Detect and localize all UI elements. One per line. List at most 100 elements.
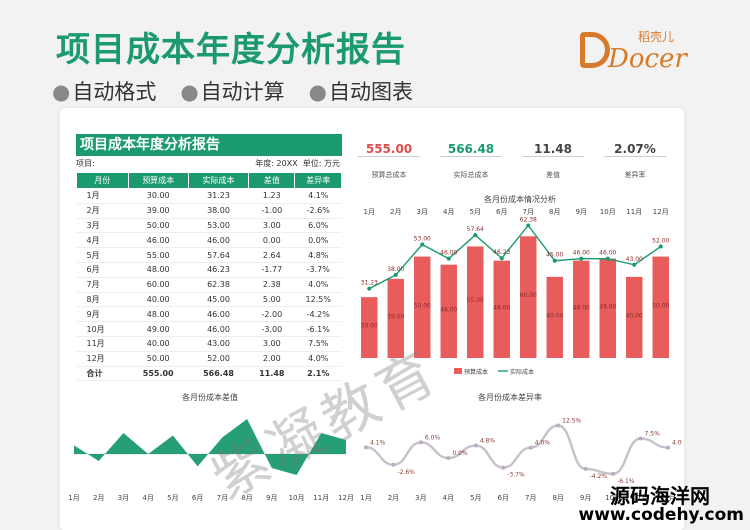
x-tick-label: 4月	[142, 494, 153, 502]
table-cell: 2.64	[248, 247, 295, 263]
bar-chart: 1月 2月 3月 4月 5月 6月 7月 8月 9月 10月 11月 12月 30.00 39.00 50.…	[361, 208, 670, 376]
table-cell: 45.00	[188, 292, 249, 308]
table-cell: 合计	[76, 365, 129, 382]
bar	[414, 256, 431, 358]
line-point	[632, 262, 637, 267]
kpi-divider	[358, 156, 420, 157]
year-label: 年度: 20XX	[255, 159, 298, 168]
table-cell: 31.23	[188, 188, 249, 204]
table-cell: 12月	[76, 351, 129, 367]
kpi-divider	[440, 156, 502, 157]
point-data-label: 57.64	[467, 226, 484, 233]
bar	[652, 256, 669, 358]
total-row: 合计 555.00 566.48 11.48 2.1%	[76, 365, 342, 382]
table-cell: 6月	[76, 262, 129, 278]
kpi-card: 566.48 实际总成本	[434, 142, 508, 180]
table-cell: 2.00	[248, 351, 295, 367]
point-data-label: 12.5%	[562, 418, 581, 425]
table-row: 3月 50.00 53.00 3.00 6.0%	[76, 218, 342, 234]
line-point	[666, 445, 670, 450]
table-row: 2月 39.00 38.00 -1.00 -2.6%	[76, 203, 342, 219]
point-data-label: 46.23	[493, 249, 510, 256]
cost-table: 月份 预算成本 实际成本 差值 差异率 1月 30.00 31.23 1.23 4.1% 2月 39…	[76, 172, 342, 382]
line-point	[393, 272, 398, 277]
point-data-label: 62.38	[520, 216, 537, 223]
table-cell: 1月	[76, 188, 129, 204]
table-cell: 3.00	[248, 336, 295, 352]
x-tick-label: 3月	[415, 494, 426, 502]
bar	[573, 260, 590, 358]
table-meta: 项目: 年度: 20XX 单位: 万元	[76, 158, 342, 172]
x-tick-label: 4月	[443, 494, 454, 502]
table-cell: 6.0%	[294, 218, 342, 234]
bar-data-label: 39.00	[387, 313, 404, 320]
report-sheet: 项目成本年度分析报告 项目: 年度: 20XX 单位: 万元 月份 预算成本 实际成…	[60, 108, 684, 530]
kpi-card: 11.48 差值	[516, 142, 590, 180]
x-tick-label: 9月	[576, 208, 587, 216]
x-tick-label: 5月	[167, 494, 178, 502]
x-tick-label: 11月	[313, 494, 329, 502]
point-data-label: 45.00	[546, 252, 563, 259]
line-point	[391, 462, 396, 467]
x-tick-label: 12月	[653, 208, 669, 216]
table-cell: 2.1%	[294, 365, 342, 382]
x-tick-label: 12月	[338, 494, 354, 502]
banner-title: 项目成本年度分析报告	[56, 30, 406, 70]
x-tick-label: 7月	[217, 494, 228, 502]
area-chart-title: 各月份成本差值	[182, 393, 238, 402]
line-series	[368, 224, 662, 290]
x-tick-label: 8月	[241, 494, 252, 502]
x-tick-label: 1月	[68, 494, 79, 502]
line-point	[501, 465, 506, 470]
table-cell: 0.0%	[294, 232, 342, 249]
area-chart: 1月 2月 3月 4月 5月 6月 7月 8月 9月 10月 11月 12月	[68, 419, 354, 502]
point-data-label: 43.00	[626, 256, 643, 263]
point-data-label: 46.00	[440, 250, 457, 257]
legend-label: 预算成本	[464, 368, 488, 376]
table-cell: -1.00	[248, 203, 295, 219]
table-cell: 57.64	[188, 247, 249, 263]
column-header: 差异率	[294, 172, 342, 189]
x-tick-label: 4月	[443, 208, 454, 216]
table-cell: 48.00	[128, 262, 189, 278]
line-point	[528, 445, 533, 450]
bar	[467, 246, 484, 358]
kpi-label: 差值	[546, 171, 560, 179]
line-point	[418, 440, 423, 445]
x-tick-label: 3月	[417, 208, 428, 216]
feature-item: ●自动格式	[52, 80, 157, 104]
bar-data-label: 46.00	[440, 306, 457, 313]
x-tick-label: 9月	[266, 494, 277, 502]
table-cell: 4.0%	[294, 351, 342, 367]
feature-item: ●自动计算	[180, 80, 285, 104]
table-cell: 55.00	[128, 247, 189, 263]
line-chart-title: 各月份成本差异率	[478, 393, 542, 402]
point-data-label: 4.0%	[672, 440, 682, 447]
line-point	[605, 256, 610, 261]
x-tick-label: 8月	[549, 208, 560, 216]
table-cell: -2.00	[248, 306, 295, 323]
table-row: 8月 40.00 45.00 5.00 12.5%	[76, 292, 342, 308]
point-data-label: -6.1%	[617, 478, 635, 485]
bar-data-label: 49.00	[599, 303, 616, 310]
point-data-label: 31.23	[361, 280, 378, 287]
bar-data-label: 30.00	[361, 323, 378, 330]
site-name: 源码海洋网	[610, 484, 710, 508]
bar-chart-title: 各月份成本情况分析	[484, 195, 556, 204]
table-cell: 62.38	[188, 277, 249, 293]
line-point	[364, 445, 368, 450]
table-cell: 1.23	[248, 188, 295, 204]
table-cell: 12.5%	[294, 292, 342, 308]
table-cell: 53.00	[188, 218, 249, 234]
column-header: 预算成本	[127, 172, 189, 189]
column-header: 月份	[76, 172, 129, 189]
table-cell: 40.00	[128, 292, 189, 308]
point-data-label: 46.00	[573, 250, 590, 257]
table-row: 4月 46.00 46.00 0.00 0.0%	[76, 232, 342, 249]
x-tick-label: 10月	[605, 494, 621, 502]
line-series	[365, 424, 669, 476]
logo-cn-text: 稻壳儿	[638, 30, 675, 44]
kpi-divider	[604, 156, 666, 157]
feature-list: ●自动格式 ●自动计算 ●自动图表	[52, 76, 413, 106]
table-row: 9月 48.00 46.00 -2.00 -4.2%	[76, 306, 342, 323]
